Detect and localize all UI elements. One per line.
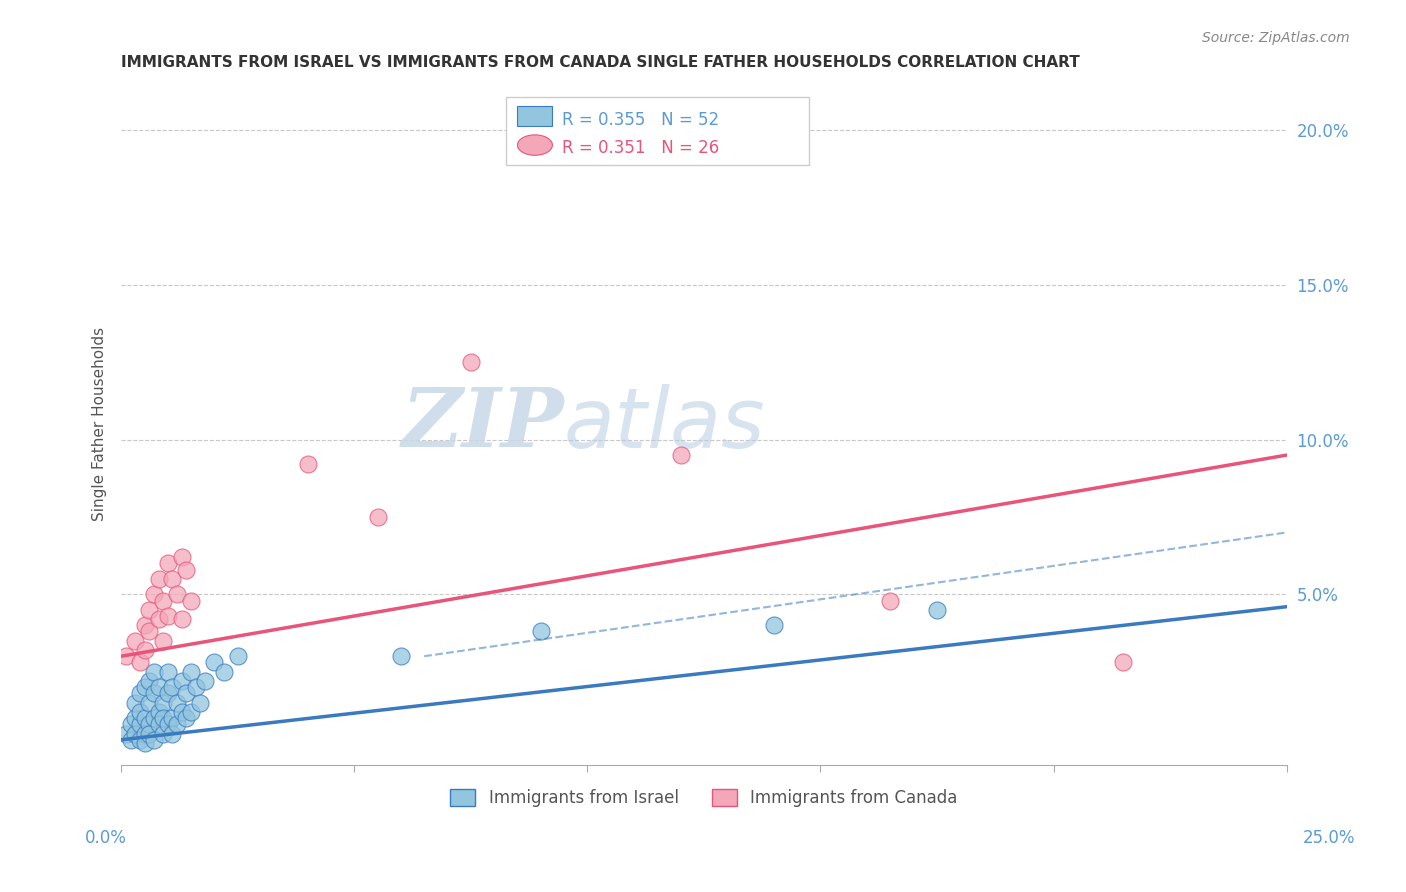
Point bbox=[190, 696, 212, 710]
Point bbox=[166, 696, 188, 710]
Point bbox=[115, 726, 138, 740]
Point bbox=[120, 732, 142, 747]
Point bbox=[170, 612, 193, 626]
Point bbox=[138, 673, 160, 688]
Point bbox=[156, 557, 179, 571]
Point bbox=[226, 649, 249, 664]
Point bbox=[152, 633, 174, 648]
Point bbox=[156, 686, 179, 700]
Text: 0.0%: 0.0% bbox=[84, 829, 127, 847]
Y-axis label: Single Father Households: Single Father Households bbox=[93, 327, 107, 521]
Point bbox=[176, 563, 198, 577]
Text: ZIP: ZIP bbox=[402, 384, 564, 464]
Point bbox=[138, 603, 160, 617]
Point bbox=[762, 618, 785, 632]
Point bbox=[148, 717, 170, 731]
Point bbox=[166, 587, 188, 601]
Point bbox=[530, 624, 553, 639]
Point bbox=[128, 717, 150, 731]
Text: 25.0%: 25.0% bbox=[1302, 829, 1355, 847]
Point bbox=[124, 726, 146, 740]
Point bbox=[142, 587, 165, 601]
Point bbox=[367, 510, 389, 524]
Point bbox=[204, 656, 226, 670]
Point bbox=[879, 593, 901, 607]
Point bbox=[1112, 656, 1135, 670]
Text: R = 0.351   N = 26: R = 0.351 N = 26 bbox=[562, 139, 718, 158]
Point bbox=[152, 593, 174, 607]
Point bbox=[162, 726, 184, 740]
Point bbox=[156, 717, 179, 731]
Point bbox=[134, 643, 156, 657]
Point bbox=[142, 686, 165, 700]
Point bbox=[148, 705, 170, 719]
Circle shape bbox=[517, 135, 553, 155]
Point bbox=[162, 572, 184, 586]
Text: R = 0.355   N = 52: R = 0.355 N = 52 bbox=[562, 111, 718, 128]
FancyBboxPatch shape bbox=[517, 105, 553, 126]
Point bbox=[128, 686, 150, 700]
Point bbox=[124, 711, 146, 725]
Point bbox=[128, 732, 150, 747]
Text: atlas: atlas bbox=[564, 384, 766, 465]
Point bbox=[460, 355, 482, 369]
Text: Source: ZipAtlas.com: Source: ZipAtlas.com bbox=[1202, 31, 1350, 45]
Point bbox=[170, 673, 193, 688]
Point bbox=[148, 680, 170, 694]
Point bbox=[152, 711, 174, 725]
Point bbox=[194, 673, 217, 688]
Point bbox=[138, 726, 160, 740]
Point bbox=[142, 732, 165, 747]
Point bbox=[180, 705, 202, 719]
Point bbox=[138, 624, 160, 639]
Point bbox=[180, 593, 202, 607]
Point bbox=[152, 696, 174, 710]
Point bbox=[176, 711, 198, 725]
Point bbox=[156, 665, 179, 679]
Point bbox=[162, 711, 184, 725]
Point bbox=[669, 448, 692, 462]
Point bbox=[134, 680, 156, 694]
Point bbox=[180, 665, 202, 679]
Point bbox=[925, 603, 948, 617]
Point bbox=[142, 665, 165, 679]
Point bbox=[142, 711, 165, 725]
Point bbox=[176, 686, 198, 700]
FancyBboxPatch shape bbox=[506, 97, 808, 166]
Point bbox=[134, 618, 156, 632]
Point bbox=[124, 696, 146, 710]
Point bbox=[389, 649, 412, 664]
Point bbox=[138, 717, 160, 731]
Point bbox=[148, 612, 170, 626]
Point bbox=[156, 609, 179, 624]
Point bbox=[148, 572, 170, 586]
Point bbox=[128, 656, 150, 670]
Point bbox=[124, 633, 146, 648]
Point bbox=[134, 726, 156, 740]
Point bbox=[297, 458, 319, 472]
Point bbox=[170, 550, 193, 565]
Point bbox=[128, 705, 150, 719]
Point bbox=[184, 680, 207, 694]
Point bbox=[134, 711, 156, 725]
Legend: Immigrants from Israel, Immigrants from Canada: Immigrants from Israel, Immigrants from … bbox=[443, 782, 965, 814]
Point bbox=[166, 717, 188, 731]
Point bbox=[162, 680, 184, 694]
Point bbox=[170, 705, 193, 719]
Point bbox=[138, 696, 160, 710]
Point bbox=[115, 649, 138, 664]
Point bbox=[152, 726, 174, 740]
Text: IMMIGRANTS FROM ISRAEL VS IMMIGRANTS FROM CANADA SINGLE FATHER HOUSEHOLDS CORREL: IMMIGRANTS FROM ISRAEL VS IMMIGRANTS FRO… bbox=[121, 55, 1080, 70]
Point bbox=[134, 736, 156, 750]
Point bbox=[212, 665, 235, 679]
Point bbox=[120, 717, 142, 731]
